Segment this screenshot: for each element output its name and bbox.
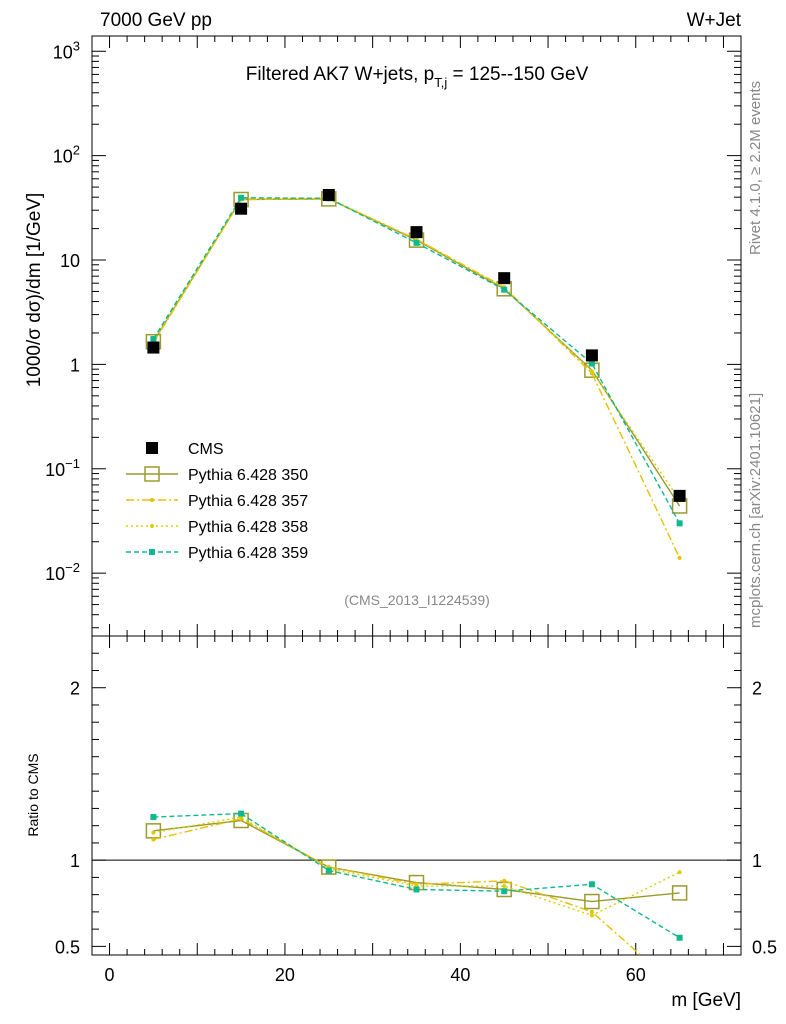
data-point-mc xyxy=(677,555,682,560)
data-point-mc xyxy=(589,369,594,374)
legend-label: Pythia 6.428 350 xyxy=(188,467,308,484)
analysis-tag: (CMS_2013_I1224539) xyxy=(344,592,490,608)
data-point-mc xyxy=(671,885,688,901)
data-point-mc xyxy=(584,893,600,910)
data-point-mc xyxy=(502,878,507,883)
ratio-axis-label: Ratio to CMS xyxy=(25,753,41,836)
data-point-mc xyxy=(151,830,156,835)
y-tick-label: 10−1 xyxy=(45,456,80,480)
y-tick-label: 102 xyxy=(53,143,80,167)
data-point-mc xyxy=(325,867,332,874)
data-point-mc xyxy=(589,913,594,918)
data-point-mc xyxy=(150,336,157,343)
data-point-mc xyxy=(677,870,682,875)
data-point-mc xyxy=(151,837,156,842)
ratio-line xyxy=(153,818,642,955)
data-point-mc xyxy=(413,886,420,893)
data-point-mc xyxy=(676,520,683,527)
data-point-cms xyxy=(585,349,598,362)
main-series-group xyxy=(145,188,688,560)
legend-label: Pythia 6.428 357 xyxy=(188,493,308,510)
data-point-cms xyxy=(498,272,511,285)
data-point-mc xyxy=(501,286,508,293)
data-point-mc xyxy=(589,909,594,914)
data-point-cms xyxy=(146,442,158,454)
data-point-mc xyxy=(150,524,154,528)
data-point-mc xyxy=(144,466,160,482)
data-point-mc xyxy=(238,810,245,817)
x-tick-label: 40 xyxy=(450,965,470,985)
data-point-cms xyxy=(147,341,160,354)
x-tick-label: 0 xyxy=(105,965,115,985)
ratio-tick-label-right: 2 xyxy=(752,679,762,699)
data-point-mc xyxy=(413,239,420,246)
ratio-tick-label-left: 2 xyxy=(70,679,80,699)
axis-ticks xyxy=(92,36,741,955)
data-point-mc xyxy=(676,934,683,941)
y-axis-label: 1000/σ dσ)/dm [1/GeV] xyxy=(24,193,45,388)
data-point-mc xyxy=(149,549,155,555)
data-point-mc xyxy=(501,888,508,895)
y-tick-label: 1 xyxy=(70,355,80,375)
data-point-cms xyxy=(410,226,423,239)
data-point-mc xyxy=(150,814,157,821)
data-point-mc xyxy=(588,360,595,367)
data-point-mc xyxy=(238,194,245,201)
x-tick-label: 60 xyxy=(626,965,646,985)
legend-label: CMS xyxy=(188,441,224,458)
data-point-mc xyxy=(502,884,507,889)
data-point-mc xyxy=(150,498,154,502)
data-point-cms xyxy=(322,188,335,201)
x-tick-label: 20 xyxy=(275,965,295,985)
data-point-cms xyxy=(235,202,248,215)
legend-label: Pythia 6.428 358 xyxy=(188,519,308,536)
y-tick-label: 103 xyxy=(53,38,80,62)
legend-label: Pythia 6.428 359 xyxy=(188,545,308,562)
chart-title: Filtered AK7 W+jets, pT,j = 125--150 GeV xyxy=(246,64,589,90)
ratio-tick-label-left: 0.5 xyxy=(55,937,80,957)
ratio-tick-label-left: 1 xyxy=(70,851,80,871)
y-tick-label: 10 xyxy=(60,251,80,271)
rivet-version-label: Rivet 4.1.0, ≥ 2.2M events xyxy=(747,81,764,255)
data-point-mc xyxy=(588,881,595,888)
ratio-plot-frame xyxy=(91,635,742,956)
header-right: W+Jet xyxy=(687,10,742,31)
data-point-mc xyxy=(321,859,337,875)
ratio-series-group xyxy=(145,810,688,955)
ratio-tick-label-right: 1 xyxy=(752,851,762,871)
legend: CMS Pythia 6.428 350 Pythia 6.428 357 Pythi… xyxy=(126,441,308,562)
mcplots-label: mcplots.cern.ch [arXiv:2401.10621] xyxy=(747,393,764,628)
header-left: 7000 GeV pp xyxy=(100,10,212,31)
y-tick-label: 10−2 xyxy=(45,560,80,584)
ratio-tick-label-right: 0.5 xyxy=(752,937,777,957)
data-point-cms xyxy=(673,489,686,502)
x-axis-label: m [GeV] xyxy=(671,990,741,1011)
